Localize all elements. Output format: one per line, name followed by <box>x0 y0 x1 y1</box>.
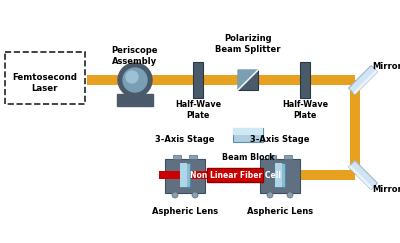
Circle shape <box>123 68 147 92</box>
Polygon shape <box>102 77 109 84</box>
Polygon shape <box>353 70 378 95</box>
Text: Femtosecond
Laser: Femtosecond Laser <box>12 73 78 93</box>
Text: Aspheric Lens: Aspheric Lens <box>247 207 313 216</box>
Polygon shape <box>238 70 258 90</box>
Text: Aspheric Lens: Aspheric Lens <box>152 207 218 216</box>
Circle shape <box>172 192 178 198</box>
Polygon shape <box>193 62 203 98</box>
Polygon shape <box>165 159 205 193</box>
Circle shape <box>192 192 198 198</box>
Polygon shape <box>195 172 201 178</box>
Circle shape <box>118 63 152 97</box>
Polygon shape <box>350 80 360 175</box>
Polygon shape <box>348 165 373 190</box>
Text: 3-Axis Stage: 3-Axis Stage <box>250 134 310 144</box>
Polygon shape <box>300 62 310 98</box>
Polygon shape <box>348 161 378 190</box>
Text: Mirror: Mirror <box>372 61 400 70</box>
Polygon shape <box>270 170 355 180</box>
Polygon shape <box>233 128 263 142</box>
Text: Half-Wave
Plate: Half-Wave Plate <box>282 100 328 120</box>
Text: Polarizing
Beam Splitter: Polarizing Beam Splitter <box>215 34 281 54</box>
Polygon shape <box>87 75 355 85</box>
Polygon shape <box>207 168 263 182</box>
Text: 3-Axis Stage: 3-Axis Stage <box>155 134 215 144</box>
Polygon shape <box>173 155 181 159</box>
Text: Periscope
Assembly: Periscope Assembly <box>112 46 158 66</box>
Text: Beam Block: Beam Block <box>222 153 274 162</box>
Circle shape <box>267 192 273 198</box>
Polygon shape <box>348 66 378 95</box>
Polygon shape <box>268 155 276 159</box>
Circle shape <box>287 192 293 198</box>
Polygon shape <box>284 155 292 159</box>
Circle shape <box>126 71 138 83</box>
Polygon shape <box>275 163 282 187</box>
Polygon shape <box>233 128 263 135</box>
Polygon shape <box>117 94 153 106</box>
Polygon shape <box>180 163 187 187</box>
Polygon shape <box>238 70 258 90</box>
Polygon shape <box>159 171 207 179</box>
Polygon shape <box>180 163 190 187</box>
Text: Half-Wave
Plate: Half-Wave Plate <box>175 100 221 120</box>
Polygon shape <box>189 155 197 159</box>
Text: Non Linear Fiber Cell: Non Linear Fiber Cell <box>190 171 280 180</box>
Text: Mirror: Mirror <box>372 184 400 193</box>
Polygon shape <box>260 159 300 193</box>
Polygon shape <box>275 163 285 187</box>
